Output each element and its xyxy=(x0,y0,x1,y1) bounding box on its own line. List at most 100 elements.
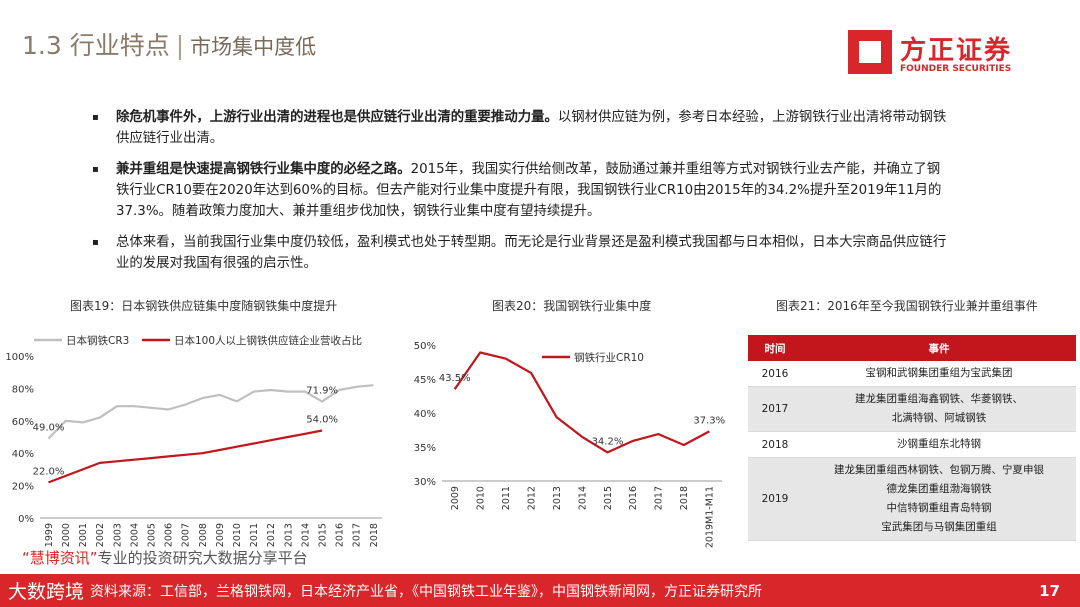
table-event-cell: 沙钢重组东北特钢 xyxy=(802,431,1076,458)
event-line: 中信特钢重组青岛特钢 xyxy=(886,502,992,514)
bullet-text: 总体来看，当前我国行业集中度仍较低，盈利模式也处于转型期。而无论是行业背景还是盈… xyxy=(116,235,947,271)
page-number: 17 xyxy=(1039,582,1060,600)
y-tick-label: 0% xyxy=(18,514,34,525)
y-tick-label: 35% xyxy=(414,443,436,454)
event-line: 建龙集团重组海鑫钢铁、华菱钢铁、 xyxy=(855,393,1023,405)
fig20-caption: 图表20：我国钢铁行业集中度 xyxy=(492,299,652,313)
watermark-quote-open: “ xyxy=(22,549,30,567)
bullet-marker-icon: ▪ xyxy=(92,112,99,123)
x-tick-label: 2018 xyxy=(369,523,380,547)
x-tick-label: 2015 xyxy=(603,486,614,510)
event-line: 建龙集团重组西林钢铁、包钢万腾、宁夏申银 xyxy=(834,464,1044,476)
x-tick-label: 2010 xyxy=(232,523,243,547)
x-tick-label: 1999 xyxy=(44,523,55,547)
y-tick-label: 40% xyxy=(414,409,436,420)
x-tick-label: 2013 xyxy=(283,523,294,547)
table-header-cell: 时间 xyxy=(748,335,802,361)
watermark-text: 专业的投资研究大数据分享平台 xyxy=(97,549,308,567)
y-tick-label: 30% xyxy=(414,477,436,488)
table-event-cell: 宝钢和武钢集团重组为宝武集团 xyxy=(802,361,1076,387)
watermark-name: 慧博资讯 xyxy=(29,549,90,567)
x-tick-label: 2004 xyxy=(129,523,140,547)
y-tick-label: 50% xyxy=(414,341,436,352)
y-tick-label: 20% xyxy=(12,482,34,493)
data-label: 49.0% xyxy=(33,423,65,434)
data-label: 37.3% xyxy=(693,415,725,426)
series-line-1 xyxy=(47,384,374,440)
source-note: 资料来源：工信部，兰格钢铁网，日本经济产业省，《中国钢铁工业年鉴》，中国钢铁新闻… xyxy=(90,584,762,600)
table-year-cell: 2016 xyxy=(748,361,802,387)
bullet-list: ▪ 除危机事件外，上游行业出清的进程也是供应链行业出清的重要推动力量。以钢材供应… xyxy=(92,107,952,284)
y-tick-label: 60% xyxy=(12,417,34,428)
x-tick-label: 2006 xyxy=(164,523,175,547)
table-year-cell: 2017 xyxy=(748,386,802,432)
y-tick-label: 40% xyxy=(12,449,34,460)
fig21-caption: 图表21：2016年至今我国钢铁行业兼并重组事件 xyxy=(776,299,1038,313)
x-tick-label: 2010 xyxy=(476,486,487,510)
table-row: 2018 沙钢重组东北特钢 xyxy=(748,431,1076,458)
title-separator: | xyxy=(175,31,185,60)
legend-label: 日本钢铁CR3 xyxy=(66,334,129,347)
bullet-text: 2015年，我国实行供给侧改革，鼓励通过兼并重组等方式对钢铁行业去产能，并确立了… xyxy=(116,162,942,219)
japan-concentration-chart: 0% 20% 40% 60% 80% 100% 1999 2000 2001 2002 2003 20… xyxy=(5,334,382,547)
table-row: 2017 建龙集团重组海鑫钢铁、华菱钢铁、 北满特钢、阿城钢铁 xyxy=(748,386,1076,432)
event-line: 宝武集团与马钢集团重组 xyxy=(881,521,997,533)
x-tick-label: 2000 xyxy=(61,523,72,547)
table-event-cell: 建龙集团重组西林钢铁、包钢万腾、宁夏申银 德龙集团重组渤海钢铁 中信特钢重组青岛… xyxy=(802,457,1076,541)
x-tick-label: 2016 xyxy=(335,523,346,547)
merger-events-table: 时间 事件 2016 宝钢和武钢集团重组为宝武集团 2017 建龙集团重组海鑫钢… xyxy=(748,335,1076,541)
y-tick-label: 100% xyxy=(5,352,34,363)
x-tick-label: 2012 xyxy=(526,486,537,510)
data-label: 22.0% xyxy=(33,466,65,477)
x-tick-label: 2011 xyxy=(501,486,512,510)
bullet-item: ▪ 总体来看，当前我国行业集中度仍较低，盈利模式也处于转型期。而无论是行业背景还… xyxy=(92,232,952,274)
x-tick-label: 2018 xyxy=(679,486,690,510)
table-header-cell: 事件 xyxy=(802,335,1076,361)
logo-chinese-text: 方正证券 xyxy=(900,36,1013,66)
x-tick-label: 2008 xyxy=(198,523,209,547)
bullet-bold-text: 除危机事件外，上游行业出清的进程也是供应链行业出清的重要推动力量。 xyxy=(116,110,558,125)
x-tick-label: 2012 xyxy=(266,523,277,547)
data-label: 34.2% xyxy=(592,436,624,447)
table-header-row: 时间 事件 xyxy=(748,335,1076,361)
series-line-1 xyxy=(453,351,710,454)
bullet-bold-text: 兼并重组是快速提高钢铁行业集中度的必经之路。 xyxy=(116,162,411,177)
bullet-text: 以钢材供应链为例，参考日本经验，上游钢铁行业出清将带动钢铁供应链行业出清。 xyxy=(116,110,947,146)
watermark: “慧博资讯”专业的投资研究大数据分享平台 xyxy=(22,547,308,568)
event-line: 沙钢重组东北特钢 xyxy=(897,438,981,450)
x-tick-label: 2016 xyxy=(628,486,639,510)
section-subtitle: 市场集中度低 xyxy=(190,35,317,59)
bullet-marker-icon: ▪ xyxy=(92,237,99,248)
series-line-2 xyxy=(48,429,323,484)
x-tick-label: 2019M1-M11 xyxy=(705,486,716,548)
logo-mark-icon xyxy=(848,30,892,74)
bullet-marker-icon: ▪ xyxy=(92,164,99,175)
logo-english-text: FOUNDER SECURITIES xyxy=(900,64,1012,74)
x-tick-label: 2001 xyxy=(78,523,89,547)
watermark-quote-close: ” xyxy=(89,549,98,567)
china-cr10-chart: 30% 35% 40% 45% 50% 2009 2010 2011 2012 2013 2014 2… xyxy=(414,341,725,548)
x-tick-label: 2017 xyxy=(352,523,363,547)
bullet-item: ▪ 除危机事件外，上游行业出清的进程也是供应链行业出清的重要推动力量。以钢材供应… xyxy=(92,107,952,149)
founder-securities-logo: 方正证券 FOUNDER SECURITIES xyxy=(848,30,1038,82)
legend-label: 日本100人以上钢铁供应链企业营收占比 xyxy=(174,334,362,347)
y-tick-label: 45% xyxy=(414,375,436,386)
x-tick-label: 2015 xyxy=(317,523,328,547)
event-line: 北满特钢、阿城钢铁 xyxy=(891,412,987,424)
table-year-cell: 2019 xyxy=(748,457,802,541)
x-tick-label: 2011 xyxy=(249,523,260,547)
x-tick-label: 2003 xyxy=(112,523,123,547)
page-title: 1.3 行业特点 | 市场集中度低 xyxy=(22,26,316,62)
table-year-cell: 2018 xyxy=(748,431,802,458)
table-event-cell: 建龙集团重组海鑫钢铁、华菱钢铁、 北满特钢、阿城钢铁 xyxy=(802,386,1076,432)
event-line: 宝钢和武钢集团重组为宝武集团 xyxy=(865,367,1013,379)
data-label: 71.9% xyxy=(306,386,338,397)
table-row: 2019 建龙集团重组西林钢铁、包钢万腾、宁夏申银 德龙集团重组渤海钢铁 中信特… xyxy=(748,457,1076,541)
event-line: 德龙集团重组渤海钢铁 xyxy=(886,483,992,495)
x-tick-label: 2014 xyxy=(577,486,588,510)
table-row: 2016 宝钢和武钢集团重组为宝武集团 xyxy=(748,361,1076,387)
data-label: 54.0% xyxy=(306,415,338,426)
x-tick-label: 2002 xyxy=(95,523,106,547)
fig19-caption: 图表19：日本钢铁供应链集中度随钢铁集中度提升 xyxy=(70,299,338,313)
x-tick-label: 2007 xyxy=(181,523,192,547)
